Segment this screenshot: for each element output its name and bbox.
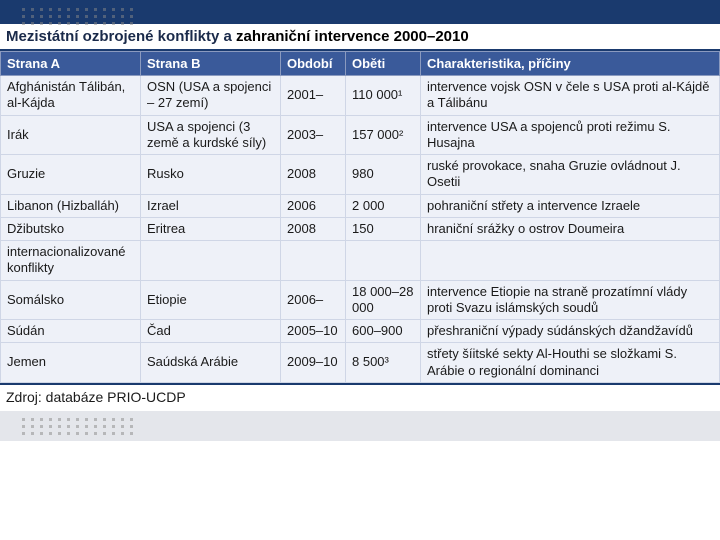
cell-d: 150 xyxy=(346,217,421,240)
table-row: Afghánistán Tálibán, al-KájdaOSN (USA a … xyxy=(1,76,720,116)
page-title: Mezistátní ozbrojené konflikty a zahrani… xyxy=(0,24,720,51)
header-band xyxy=(0,0,720,24)
cell-b xyxy=(141,241,281,281)
table-section-row: internacionalizované konflikty xyxy=(1,241,720,281)
col-header-obeti: Oběti xyxy=(346,52,421,76)
cell-c: 2001– xyxy=(281,76,346,116)
decorative-dot-grid-bottom xyxy=(22,414,139,435)
cell-b: Rusko xyxy=(141,155,281,195)
cell-a: Džibutsko xyxy=(1,217,141,240)
cell-c: 2003– xyxy=(281,115,346,155)
cell-b: USA a spojenci (3 země a kurdské síly) xyxy=(141,115,281,155)
cell-a: Súdán xyxy=(1,320,141,343)
cell-c: 2006 xyxy=(281,194,346,217)
cell-e: střety šíitské sekty Al-Houthi se složka… xyxy=(421,343,720,383)
table-row: GruzieRusko2008980ruské provokace, snaha… xyxy=(1,155,720,195)
cell-e: intervence USA a spojenců proti režimu S… xyxy=(421,115,720,155)
col-header-strana-a: Strana A xyxy=(1,52,141,76)
table-row: IrákUSA a spojenci (3 země a kurdské síl… xyxy=(1,115,720,155)
title-text-accent: zahraniční intervence 2000–2010 xyxy=(236,28,469,45)
title-text-prefix: Mezistátní ozbrojené konflikty a xyxy=(6,28,236,45)
cell-c: 2006– xyxy=(281,280,346,320)
cell-a: Irák xyxy=(1,115,141,155)
cell-e: ruské provokace, snaha Gruzie ovládnout … xyxy=(421,155,720,195)
cell-d: 157 000² xyxy=(346,115,421,155)
cell-c: 2008 xyxy=(281,155,346,195)
footer-band xyxy=(0,411,720,441)
cell-a: Somálsko xyxy=(1,280,141,320)
cell-b: Čad xyxy=(141,320,281,343)
table-row: Libanon (Hizballáh)Izrael20062 000pohran… xyxy=(1,194,720,217)
cell-c: 2009–10 xyxy=(281,343,346,383)
decorative-dot-grid-top xyxy=(22,4,139,25)
cell-b: Saúdská Arábie xyxy=(141,343,281,383)
col-header-strana-b: Strana B xyxy=(141,52,281,76)
cell-e: pohraniční střety a intervence Izraele xyxy=(421,194,720,217)
cell-e: intervence Etiopie na straně prozatímní … xyxy=(421,280,720,320)
cell-c: 2008 xyxy=(281,217,346,240)
cell-e: intervence vojsk OSN v čele s USA proti … xyxy=(421,76,720,116)
cell-a: Jemen xyxy=(1,343,141,383)
cell-e: přeshraniční výpady súdánských džandžaví… xyxy=(421,320,720,343)
cell-d: 8 500³ xyxy=(346,343,421,383)
cell-a: Afghánistán Tálibán, al-Kájda xyxy=(1,76,141,116)
cell-b: Etiopie xyxy=(141,280,281,320)
cell-d: 2 000 xyxy=(346,194,421,217)
cell-a: internacionalizované konflikty xyxy=(1,241,141,281)
source-citation: Zdroj: databáze PRIO-UCDP xyxy=(0,383,720,409)
cell-e: hraniční srážky o ostrov Doumeira xyxy=(421,217,720,240)
table-row: SúdánČad2005–10600–900přeshraniční výpad… xyxy=(1,320,720,343)
col-header-charakteristika: Charakteristika, příčiny xyxy=(421,52,720,76)
cell-d: 980 xyxy=(346,155,421,195)
cell-b: Izrael xyxy=(141,194,281,217)
conflicts-table: Strana A Strana B Období Oběti Charakter… xyxy=(0,51,720,383)
cell-d: 18 000–28 000 xyxy=(346,280,421,320)
cell-c: 2005–10 xyxy=(281,320,346,343)
cell-c xyxy=(281,241,346,281)
cell-d: 600–900 xyxy=(346,320,421,343)
cell-d xyxy=(346,241,421,281)
cell-b: OSN (USA a spojenci – 27 zemí) xyxy=(141,76,281,116)
cell-b: Eritrea xyxy=(141,217,281,240)
col-header-obdobi: Období xyxy=(281,52,346,76)
table-row: DžibutskoEritrea2008150hraniční srážky o… xyxy=(1,217,720,240)
table-row: SomálskoEtiopie2006–18 000–28 000interve… xyxy=(1,280,720,320)
cell-e xyxy=(421,241,720,281)
table-row: JemenSaúdská Arábie2009–108 500³střety š… xyxy=(1,343,720,383)
table-header-row: Strana A Strana B Období Oběti Charakter… xyxy=(1,52,720,76)
cell-d: 110 000¹ xyxy=(346,76,421,116)
cell-a: Libanon (Hizballáh) xyxy=(1,194,141,217)
cell-a: Gruzie xyxy=(1,155,141,195)
